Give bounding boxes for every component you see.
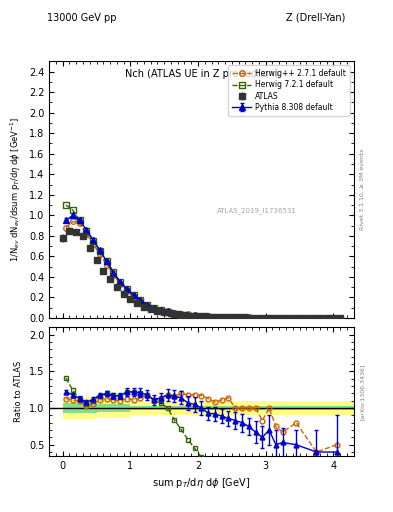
Herwig 7.2.1 default	[158, 307, 163, 313]
Herwig 7.2.1 default	[84, 228, 89, 234]
Herwig++ 2.7.1 default	[219, 314, 224, 320]
Herwig++ 2.7.1 default	[84, 231, 89, 237]
Herwig++ 2.7.1 default	[213, 313, 217, 319]
Herwig 7.2.1 default	[185, 313, 190, 319]
Herwig 7.2.1 default	[219, 314, 224, 321]
Herwig++ 2.7.1 default	[206, 313, 211, 319]
Herwig 7.2.1 default	[125, 286, 129, 292]
Herwig 7.2.1 default	[179, 312, 184, 318]
Herwig++ 2.7.1 default	[192, 312, 197, 318]
Herwig++ 2.7.1 default	[280, 315, 285, 321]
Y-axis label: 1/N$_{ev}$ dN$_{ev}$/dsum p$_T$/d$\eta$ d$\phi$ [GeV$^{-1}$]: 1/N$_{ev}$ dN$_{ev}$/dsum p$_T$/d$\eta$ …	[9, 117, 23, 262]
Herwig++ 2.7.1 default	[125, 288, 129, 294]
Line: Herwig 7.2.1 default: Herwig 7.2.1 default	[63, 202, 238, 321]
Herwig++ 2.7.1 default	[179, 310, 184, 316]
Herwig 7.2.1 default	[145, 302, 150, 308]
Text: Rivet 3.1.10, ≥ 3M events: Rivet 3.1.10, ≥ 3M events	[360, 149, 365, 230]
Herwig++ 2.7.1 default	[70, 219, 75, 225]
Text: Z (Drell-Yan): Z (Drell-Yan)	[286, 13, 346, 23]
Herwig 7.2.1 default	[77, 218, 82, 224]
Herwig++ 2.7.1 default	[314, 315, 319, 321]
Herwig 7.2.1 default	[131, 292, 136, 298]
Herwig++ 2.7.1 default	[111, 272, 116, 278]
Herwig++ 2.7.1 default	[226, 314, 231, 320]
Herwig 7.2.1 default	[192, 314, 197, 320]
Herwig 7.2.1 default	[118, 279, 123, 285]
Herwig 7.2.1 default	[172, 311, 177, 317]
Herwig++ 2.7.1 default	[260, 314, 265, 321]
Herwig++ 2.7.1 default	[145, 302, 150, 308]
Herwig 7.2.1 default	[206, 314, 211, 321]
Herwig++ 2.7.1 default	[240, 314, 244, 321]
Herwig++ 2.7.1 default	[253, 314, 258, 321]
Text: Nch (ATLAS UE in Z production): Nch (ATLAS UE in Z production)	[125, 69, 278, 79]
Text: [arXiv:1306.3436]: [arXiv:1306.3436]	[360, 364, 365, 420]
Herwig++ 2.7.1 default	[118, 281, 123, 287]
Herwig++ 2.7.1 default	[97, 251, 102, 258]
Herwig 7.2.1 default	[104, 259, 109, 265]
Herwig++ 2.7.1 default	[165, 308, 170, 314]
Herwig 7.2.1 default	[138, 297, 143, 304]
Herwig 7.2.1 default	[152, 305, 156, 311]
Herwig++ 2.7.1 default	[131, 294, 136, 301]
Herwig 7.2.1 default	[91, 238, 95, 244]
Herwig++ 2.7.1 default	[152, 305, 156, 311]
Herwig++ 2.7.1 default	[246, 314, 251, 321]
Herwig++ 2.7.1 default	[294, 315, 299, 321]
Herwig 7.2.1 default	[165, 309, 170, 315]
Herwig 7.2.1 default	[70, 207, 75, 213]
Herwig++ 2.7.1 default	[138, 298, 143, 305]
Herwig++ 2.7.1 default	[104, 262, 109, 268]
Herwig++ 2.7.1 default	[158, 307, 163, 313]
Line: Herwig++ 2.7.1 default: Herwig++ 2.7.1 default	[63, 219, 340, 321]
Text: 13000 GeV pp: 13000 GeV pp	[47, 13, 117, 23]
Herwig++ 2.7.1 default	[185, 311, 190, 317]
Herwig++ 2.7.1 default	[274, 315, 278, 321]
Herwig 7.2.1 default	[213, 314, 217, 321]
Herwig 7.2.1 default	[64, 202, 68, 208]
Legend: Herwig++ 2.7.1 default, Herwig 7.2.1 default, ATLAS, Pythia 8.308 default: Herwig++ 2.7.1 default, Herwig 7.2.1 def…	[228, 65, 350, 116]
Herwig++ 2.7.1 default	[233, 314, 238, 321]
Herwig++ 2.7.1 default	[77, 221, 82, 227]
Herwig 7.2.1 default	[199, 314, 204, 321]
Y-axis label: Ratio to ATLAS: Ratio to ATLAS	[14, 361, 23, 422]
Herwig++ 2.7.1 default	[334, 315, 339, 321]
Herwig++ 2.7.1 default	[91, 241, 95, 247]
Herwig++ 2.7.1 default	[199, 313, 204, 319]
Herwig 7.2.1 default	[111, 269, 116, 275]
Herwig++ 2.7.1 default	[172, 309, 177, 315]
Herwig 7.2.1 default	[226, 315, 231, 321]
Herwig++ 2.7.1 default	[267, 314, 272, 321]
Herwig 7.2.1 default	[233, 315, 238, 321]
Herwig++ 2.7.1 default	[64, 225, 68, 231]
Text: ATLAS_2019_I1736531: ATLAS_2019_I1736531	[217, 207, 296, 214]
X-axis label: sum p$_T$/d$\eta$ d$\phi$ [GeV]: sum p$_T$/d$\eta$ d$\phi$ [GeV]	[152, 476, 250, 490]
Herwig 7.2.1 default	[97, 248, 102, 254]
